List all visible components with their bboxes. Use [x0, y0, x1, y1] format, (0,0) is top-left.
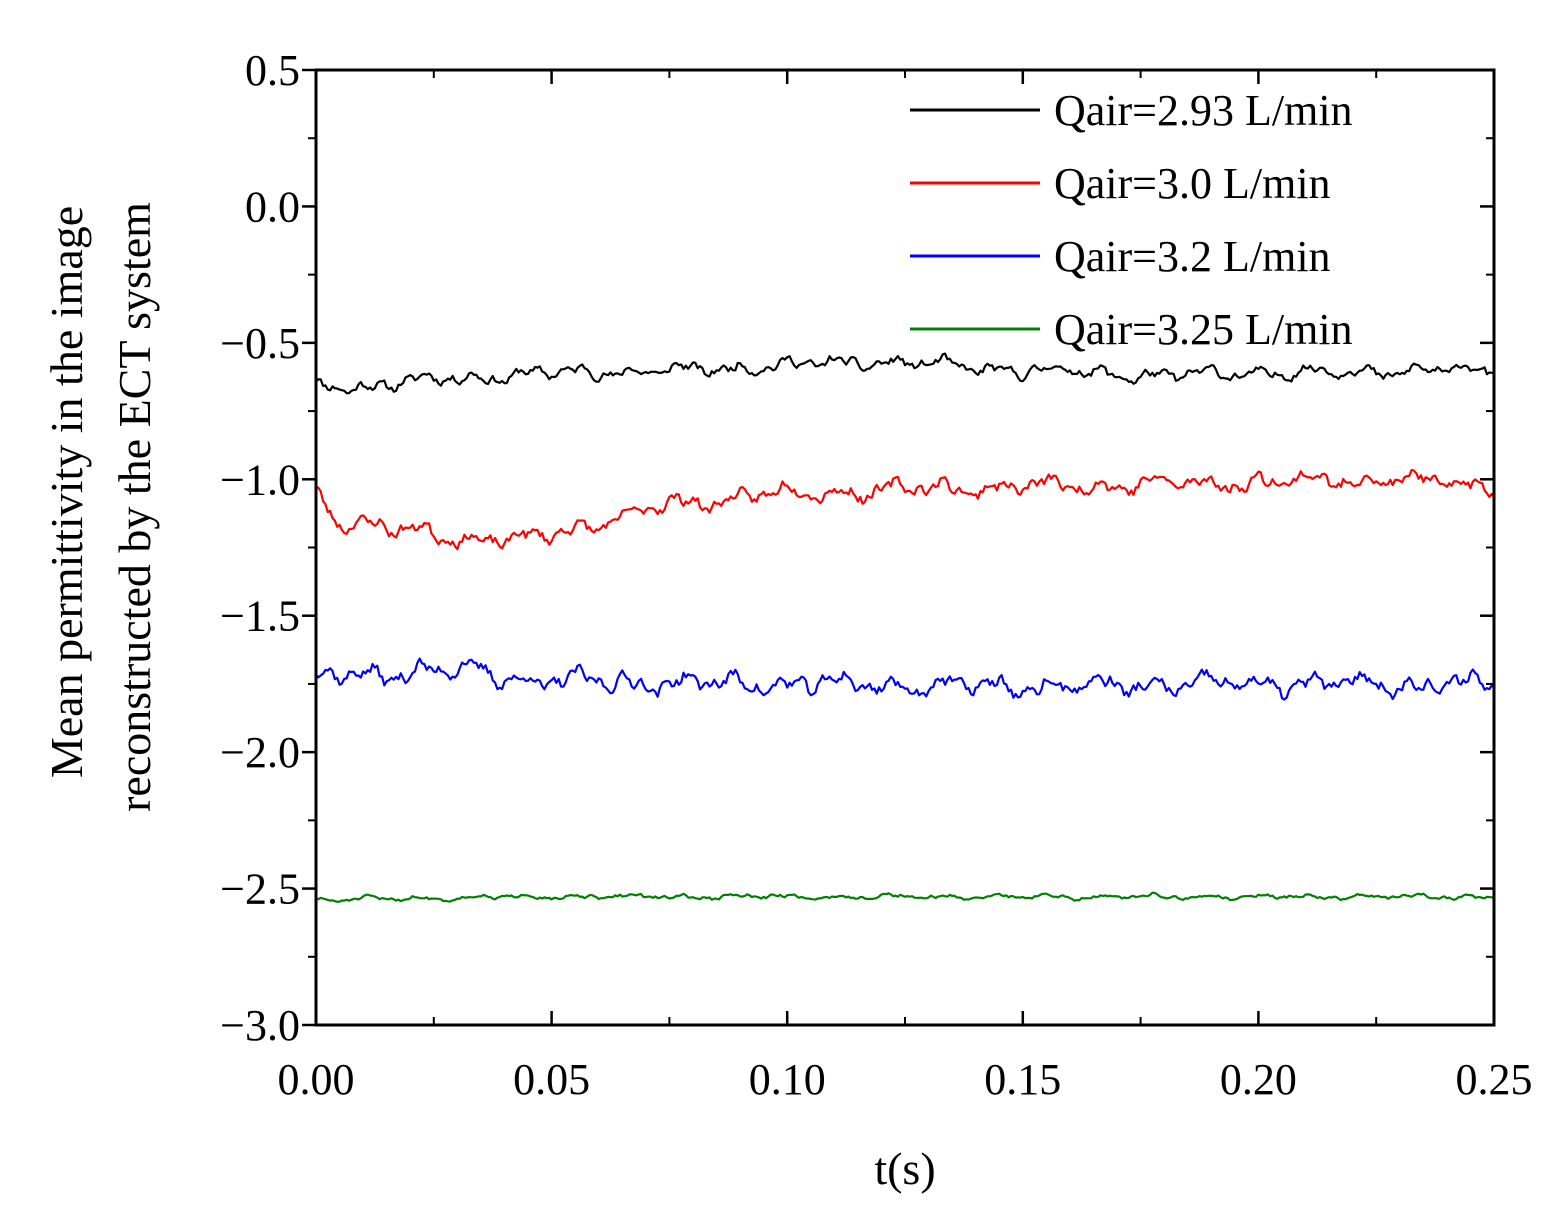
- y-tick-label: 0.0: [245, 182, 300, 231]
- y-tick-label: −3.0: [220, 1001, 300, 1050]
- plot-background: [316, 70, 1494, 1025]
- x-axis-title: t(s): [874, 1143, 935, 1194]
- x-tick-label: 0.15: [984, 1055, 1061, 1104]
- y-axis-title-line-1: Mean permittivity in the image: [41, 206, 92, 778]
- y-tick-label: 0.5: [245, 46, 300, 95]
- legend-label: Qair=3.2 L/min: [1054, 232, 1331, 281]
- legend-label: Qair=3.25 L/min: [1054, 305, 1353, 354]
- y-tick-label: −1.5: [220, 592, 300, 641]
- tick-layer: 0.00 0.05 0.10 0.15 0.20 0.25 0.5 0.0 −0.5 −1.0 −1…: [220, 46, 1532, 1104]
- y-axis-title-line-2: reconstructed by the ECT system: [109, 202, 160, 812]
- y-tick-label: −2.5: [220, 865, 300, 914]
- y-tick-label: −2.0: [220, 728, 300, 777]
- plot-frame: [314, 68, 1496, 1027]
- series-line-qair-3-25-l-min: [315, 891, 1495, 903]
- y-tick-label: −0.5: [220, 319, 300, 368]
- x-tick-label: 0.25: [1456, 1055, 1533, 1104]
- legend-label: Qair=3.0 L/min: [1054, 159, 1331, 208]
- x-tick-label: 0.05: [513, 1055, 590, 1104]
- series-line-qair-3-0-l-min: [315, 469, 1495, 551]
- series-line-qair-3-2-l-min: [315, 657, 1495, 701]
- y-tick-label: −1.0: [220, 455, 300, 504]
- x-tick-label: 0.10: [749, 1055, 826, 1104]
- series-line-qair-2-93-l-min: [315, 352, 1495, 395]
- legend: Qair=2.93 L/min Qair=3.0 L/min Qair=3.2 L/…: [910, 86, 1353, 354]
- x-tick-label: 0.20: [1220, 1055, 1297, 1104]
- x-tick-label: 0.00: [278, 1055, 355, 1104]
- series-layer: [315, 352, 1495, 903]
- legend-label: Qair=2.93 L/min: [1054, 86, 1353, 135]
